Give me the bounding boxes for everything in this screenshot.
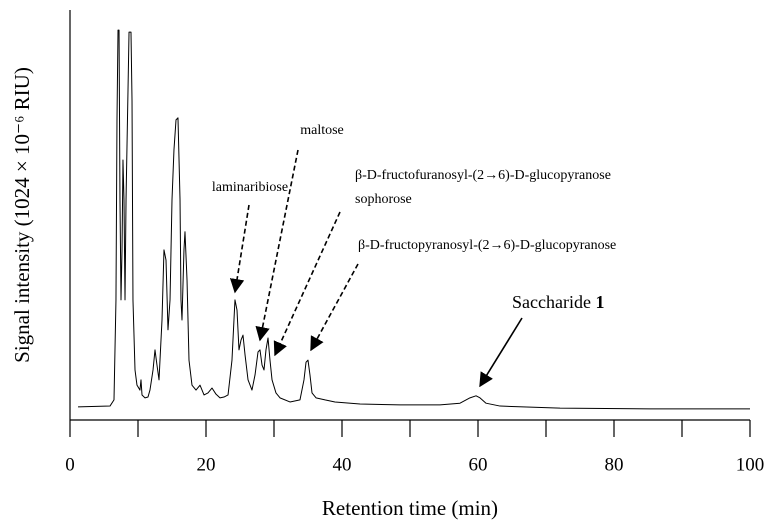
annotation-arrow: [479, 317, 523, 388]
annotation: maltose: [300, 123, 344, 138]
x-tick-label: 20: [197, 454, 216, 475]
annotation-arrow: [310, 263, 359, 352]
x-tick-label: 80: [605, 454, 624, 475]
annotation: β-D-fructopyranosyl-(2→6)-D-glucopyranos…: [358, 238, 616, 253]
x-tick-label: 100: [736, 454, 765, 475]
trace: [78, 29, 750, 410]
x-tick-label: 60: [469, 454, 488, 475]
x-tick-label: 40: [333, 454, 352, 475]
annotation: sophorose: [355, 192, 412, 207]
annotation: laminaribiose: [212, 180, 288, 195]
y-axis-title: Signal intensity (1024 × 10⁻⁶ RIU): [10, 67, 34, 363]
annotation: β-D-fructofuranosyl-(2→6)-D-glucopyranos…: [355, 168, 611, 183]
x-axis-title: Retention time (min): [322, 496, 498, 520]
annotation-arrow: [255, 149, 299, 342]
annotation-number: 1: [595, 292, 604, 312]
x-tick-label: 0: [65, 454, 75, 475]
annotation-arrow: [273, 211, 341, 357]
annotation-text: Saccharide: [512, 292, 591, 312]
annotation: Saccharide 1: [512, 292, 604, 312]
annotation-arrow: [229, 204, 250, 294]
